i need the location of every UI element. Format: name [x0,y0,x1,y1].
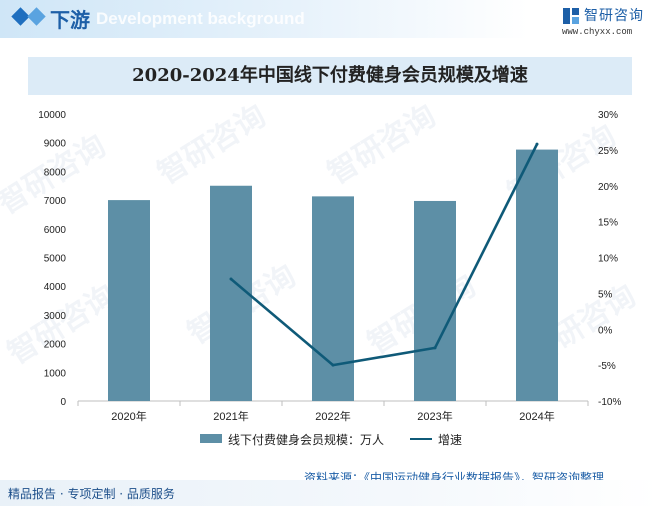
x-axis-tick-label: 2022年 [315,409,350,423]
growth-point [535,142,539,146]
legend-line-swatch [410,438,432,440]
bar [516,149,558,401]
footer: 精品报告 · 专项定制 · 品质服务 [0,480,660,506]
brand-url: www.chyxx.com [562,27,633,37]
left-axis-tick-label: 4000 [44,282,67,293]
section-ghost-text: Development background [96,9,305,28]
right-axis-tick-label: -5% [598,361,616,372]
footer-text: 精品报告 · 专项定制 · 品质服务 [8,487,175,501]
left-axis-tick-label: 10000 [38,110,66,121]
left-axis-tick-label: 2000 [44,340,67,351]
growth-point [229,277,233,281]
bar [312,196,354,401]
growth-point [331,363,335,367]
brand-logo-icon [563,8,579,24]
left-axis-tick-label: 5000 [44,254,67,265]
chart-title-bar: 2020-2024年中国线下付费健身会员规模及增速 [28,57,632,95]
right-axis-tick-label: 15% [598,218,618,229]
left-axis-tick-label: 0 [60,397,66,408]
right-axis-tick-label: 0% [598,325,613,336]
right-axis-tick-label: 5% [598,289,613,300]
left-axis-tick-label: 6000 [44,225,67,236]
section-title: 下游 [50,8,90,32]
right-axis-tick-label: 25% [598,146,618,157]
chart-title: 2020-2024年中国线下付费健身会员规模及增速 [132,65,528,86]
right-axis-tick-label: 10% [598,254,618,265]
right-axis-tick-label: -10% [598,397,621,408]
legend-line-label: 增速 [438,433,463,447]
left-axis-tick-label: 7000 [44,196,67,207]
growth-line [230,143,539,367]
bar [108,200,150,401]
bar [414,200,456,401]
left-axis-tick-label: 8000 [44,167,67,178]
legend-bar-swatch [200,434,222,443]
left-axis-tick-label: 1000 [44,368,67,379]
x-axis-tick-label: 2023年 [417,409,452,423]
x-axis-tick-label: 2020年 [111,409,146,423]
legend-bar-label: 线下付费健身会员规模：万人 [228,433,385,447]
bar [210,185,252,401]
left-axis-tick-label: 3000 [44,311,67,322]
left-axis-tick-label: 9000 [44,139,67,150]
x-axis-tick-label: 2024年 [519,409,554,423]
brand-name: 智研咨询 [584,8,644,24]
section-header: 下游 Development background 智研咨询 www.chyxx… [0,0,660,38]
growth-point [433,346,437,350]
x-axis-tick-label: 2021年 [213,409,248,423]
right-axis-tick-label: 30% [598,110,618,121]
right-axis-tick-label: 20% [598,182,618,193]
